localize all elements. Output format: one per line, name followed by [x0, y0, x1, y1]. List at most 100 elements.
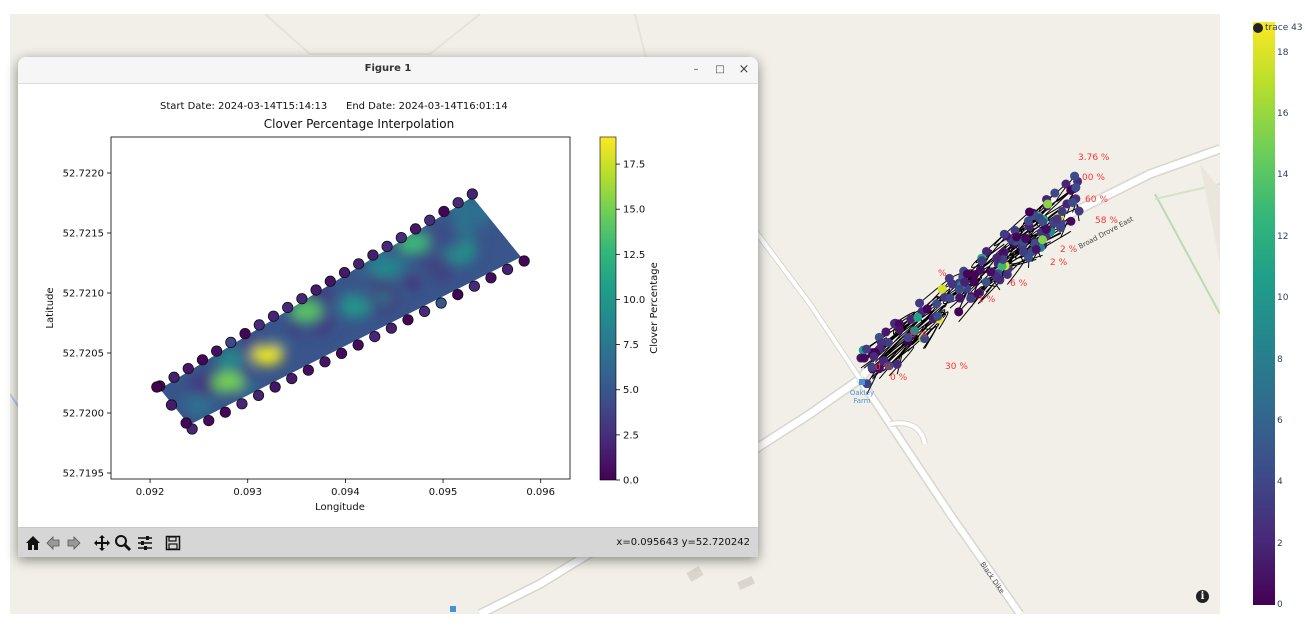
percent-label: 58 % [1095, 216, 1118, 226]
heatmap-hotspot [251, 345, 284, 366]
trace-point [1021, 234, 1031, 244]
x-tick-label: 0.092 [136, 487, 165, 498]
trace-points [856, 171, 1084, 389]
trace-point [955, 293, 965, 303]
map-colorbar-gradient [1253, 22, 1275, 605]
y-tick-label: 52.7200 [63, 409, 104, 420]
sample-point [151, 381, 163, 393]
end-date-label: End Date: 2024-03-14T16:01:14 [346, 101, 508, 112]
y-tick-label: 52.7215 [63, 229, 104, 240]
sample-point [319, 356, 331, 368]
map-colorbar-tick: 2 [1277, 538, 1283, 549]
sample-point [253, 319, 265, 331]
colorbar-tick-label: 2.5 [623, 430, 639, 441]
sample-point [435, 297, 447, 309]
forward-button[interactable] [64, 533, 84, 553]
trace-point [1052, 214, 1062, 224]
sample-point [353, 258, 365, 270]
save-button[interactable] [163, 533, 183, 553]
heatmap-cell [182, 371, 195, 384]
trace-point [869, 352, 879, 362]
trace-point [922, 304, 932, 314]
map-colorbar-tick: 12 [1277, 231, 1289, 242]
home-button[interactable] [23, 533, 43, 553]
y-axis: 52.7220 52.7215 52.7210 52.7205 52.7200 52.71… [63, 169, 111, 480]
percent-label: 3.76 % [1078, 153, 1110, 163]
info-icon[interactable]: i [1196, 590, 1209, 603]
sample-point [239, 328, 251, 340]
trace-point [881, 327, 891, 337]
figure-canvas[interactable]: Start Date: 2024-03-14T15:14:13 End Date… [18, 84, 758, 531]
map-colorbar-tick: 8 [1277, 354, 1283, 365]
sample-point [381, 240, 393, 252]
sample-point [236, 398, 248, 410]
trace-point [969, 277, 979, 287]
sample-point [182, 362, 194, 375]
heatmap-cell [405, 275, 420, 290]
figure-toolbar: x=0.095643 y=52.720242 [18, 527, 758, 557]
trace-point [913, 312, 923, 322]
sample-point [168, 371, 180, 383]
trace-point [862, 344, 872, 354]
sample-point [335, 347, 348, 359]
map-colorbar-tick: 0 [1277, 600, 1283, 610]
sample-point [501, 263, 514, 275]
sample-point [286, 372, 298, 385]
trace-point [1071, 183, 1081, 193]
zoom-button[interactable] [113, 533, 133, 553]
percent-label: 0 % [890, 373, 908, 383]
back-button[interactable] [43, 533, 63, 553]
colorbar-tick-label: 5.0 [623, 385, 639, 396]
trace-point [1070, 171, 1080, 181]
pan-button[interactable] [92, 533, 112, 553]
percent-label: % [938, 269, 947, 279]
trace-point [1066, 216, 1076, 226]
sample-point [196, 354, 209, 366]
trace-point [933, 311, 943, 321]
heatmap-cell [427, 255, 455, 283]
trace-point [867, 362, 877, 372]
maximize-button[interactable]: □ [715, 64, 725, 75]
colorbar-tick-label: 17.5 [623, 160, 645, 171]
heatmap-cell [288, 319, 304, 336]
trace-point [992, 253, 1002, 263]
trace-point [915, 298, 925, 308]
sample-point [402, 314, 414, 326]
window-title: Figure 1 [364, 63, 412, 74]
start-date-label: Start Date: 2024-03-14T15:14:13 [160, 101, 327, 112]
sample-points [151, 188, 530, 435]
x-axis-label: Longitude [315, 502, 365, 513]
trace-point [966, 293, 976, 303]
sample-point [225, 336, 237, 348]
heatmap-hotspot [368, 259, 401, 279]
trace-point [995, 275, 1005, 285]
configure-button[interactable] [135, 533, 155, 553]
sample-point [269, 381, 281, 393]
trace-point [973, 289, 983, 299]
trace-point [1067, 197, 1077, 207]
trace-point [892, 359, 902, 369]
trace-point [944, 273, 954, 283]
colorbar-ticks: 0.0 2.5 5.0 7.5 10.0 12.5 15.0 17.5 [616, 160, 645, 487]
forward-arrow-icon [67, 536, 81, 550]
sample-point [267, 310, 280, 322]
map-colorbar-tick: 18 [1277, 47, 1289, 58]
trace-point [920, 334, 930, 344]
close-button[interactable]: × [738, 62, 750, 77]
trace-point [986, 267, 996, 277]
map-legend[interactable]: trace 43 [1253, 21, 1303, 35]
trace-point [999, 229, 1009, 239]
minimize-button[interactable]: – [693, 64, 699, 75]
farm-marker [859, 379, 865, 385]
window-titlebar[interactable]: Figure 1 – □ × [18, 57, 758, 84]
trace-point [1043, 199, 1053, 209]
percent-label: 60 % [1085, 195, 1108, 205]
home-icon [26, 536, 40, 550]
map-colorbar-tick: 6 [1277, 415, 1283, 426]
y-tick-label: 52.7210 [63, 289, 104, 300]
trace-point [883, 338, 893, 348]
sample-point [165, 399, 178, 411]
heatmap-hotspot [212, 371, 245, 392]
colorbar-tick-label: 7.5 [623, 340, 639, 351]
heatmap-surface [159, 197, 522, 425]
